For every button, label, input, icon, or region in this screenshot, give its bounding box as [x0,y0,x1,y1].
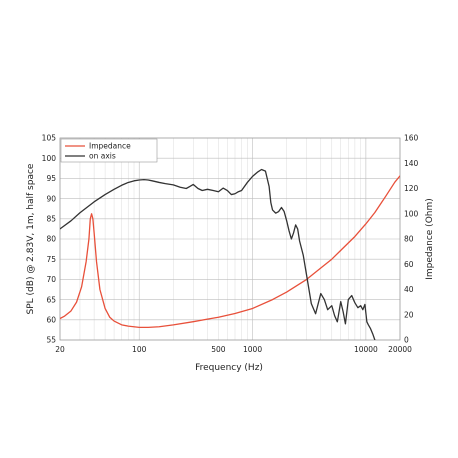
y-tick-label: 75 [46,255,56,264]
legend-label-impedance: Impedance [89,142,131,151]
y-tick-label: 100 [42,154,57,163]
y-tick-label: 55 [46,336,56,345]
y2-tick-label: 140 [404,159,419,168]
legend-label-on-axis: on axis [89,152,116,161]
y2-axis-label: Impedance (Ohm) [425,198,435,280]
y2-tick-label: 40 [404,285,414,294]
tick-labels: 20 100 500 1000 10000 20000556065707580859095… [42,134,419,354]
y-tick-label: 65 [46,295,56,304]
y2-tick-label: 20 [404,310,414,319]
x-tick-label: 20 [55,345,65,354]
y-tick-label: 60 [46,316,56,325]
y-tick-label: 70 [46,275,56,284]
grid [60,138,400,340]
y-axis-label: SPL (dB) @ 2.83V, 1m, half space [26,163,36,314]
series-line-on-axis [60,168,376,340]
y-tick-label: 95 [46,174,56,183]
x-tick-label: 500 [211,345,226,354]
y2-tick-label: 60 [404,260,414,269]
series-layer [60,168,400,340]
x-tick-label: 1000 [243,345,262,354]
y-tick-label: 85 [46,215,56,224]
y-tick-label: 105 [42,134,57,143]
y2-tick-label: 80 [404,235,414,244]
x-tick-label: 10000 [354,345,378,354]
y2-tick-label: 160 [404,134,419,143]
series-line-impedance [60,175,400,329]
y2-tick-label: 100 [404,209,419,218]
legend: Impedance on axis [60,138,158,163]
plot-frame [59,137,401,341]
x-tick-label: 20000 [388,345,412,354]
x-tick-label: 100 [132,345,147,354]
y2-tick-label: 120 [404,184,419,193]
y-tick-label: 80 [46,235,56,244]
y2-tick-label: 0 [404,336,409,345]
x-axis-label: Frequency (Hz) [195,363,263,373]
y-tick-label: 90 [46,194,56,203]
